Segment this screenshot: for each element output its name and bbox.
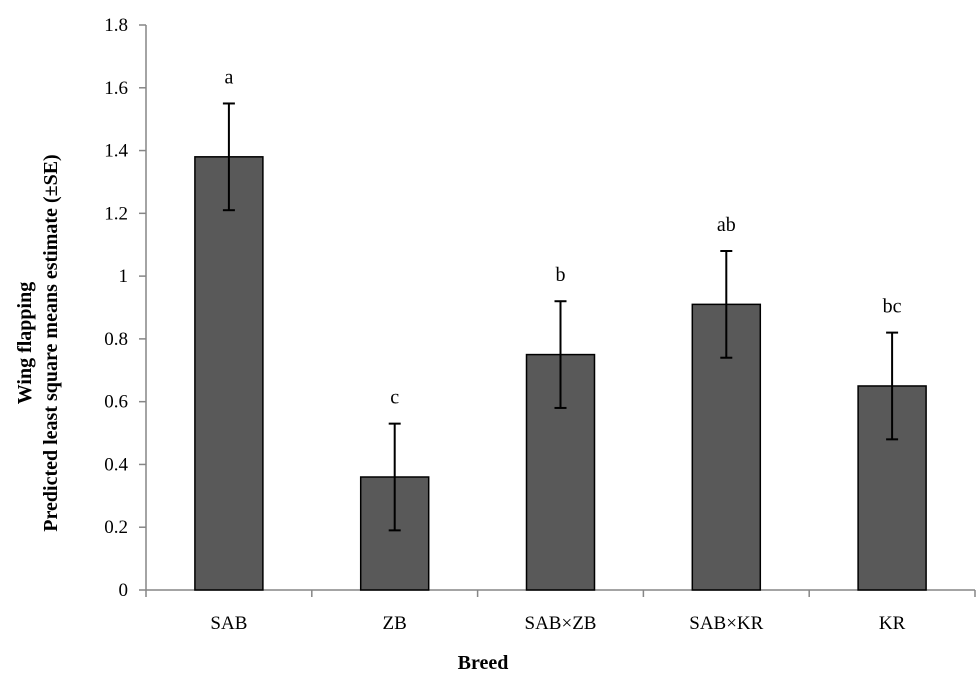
x-tick-label-SAB: SAB [210, 613, 247, 634]
significance-label-SAB: a [224, 66, 233, 88]
significance-label-SAB×ZB: b [556, 264, 566, 286]
y-tick-label: 1.4 [104, 141, 128, 162]
y-tick-label: 0 [119, 580, 129, 601]
y-axis-title-line-2: Predicted least square means estimate (±… [40, 154, 62, 531]
y-tick-label: 1.2 [104, 203, 128, 224]
significance-label-KR: bc [883, 296, 902, 318]
significance-label-ZB: c [390, 387, 399, 409]
x-tick-label-ZB: ZB [383, 613, 407, 634]
y-tick-label: 0.6 [104, 392, 128, 413]
y-tick-label: 1 [119, 266, 129, 287]
y-tick-label: 0.8 [104, 329, 128, 350]
x-tick-label-SAB×ZB: SAB×ZB [525, 613, 597, 634]
y-axis-title: Wing flapping Predicted least square mea… [14, 154, 62, 531]
significance-label-SAB×KR: ab [717, 214, 736, 236]
y-tick-label: 0.2 [104, 517, 128, 538]
bar-ZB [359, 476, 430, 591]
x-tick-label-SAB×KR: SAB×KR [689, 613, 763, 634]
x-tick-label-KR: KR [879, 613, 906, 634]
y-tick-label: 1.8 [104, 15, 128, 36]
x-axis-title: Breed [458, 652, 509, 673]
y-tick-label: 1.6 [104, 78, 128, 99]
bar-SAB [194, 156, 264, 591]
y-axis-title-line-1: Wing flapping [14, 282, 36, 404]
plot-area: 0 0.2 0.4 0.6 0.8 1 1.2 1.4 1.6 1.8 a SAB c ZB b SAB×ZB… [104, 15, 976, 634]
y-tick-label: 0.4 [104, 454, 128, 475]
